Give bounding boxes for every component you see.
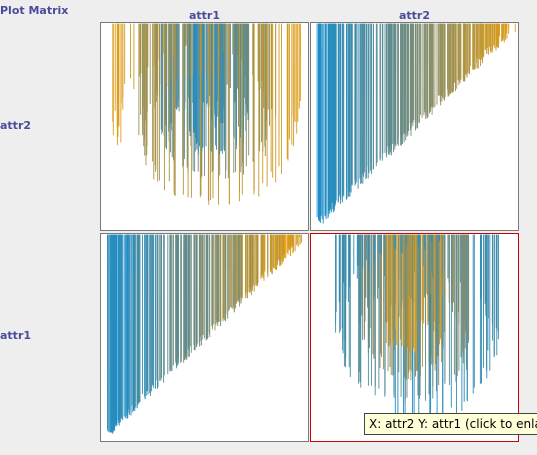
column-label-attr1: attr1 [188,9,221,22]
scatter-cell-attr1-vs-attr2[interactable] [100,22,309,231]
scatter-cell-attr2-vs-attr1-selected[interactable] [310,233,519,442]
row-label-attr1: attr1 [0,329,32,342]
scatter-cell-attr1-vs-attr1[interactable] [100,233,309,442]
scatter-plot-attr2-attr2 [316,23,516,224]
scatter-cell-attr2-vs-attr2[interactable] [310,22,519,231]
column-label-attr2: attr2 [398,9,431,22]
plot-tooltip: X: attr2 Y: attr1 (click to enla [364,413,537,435]
row-label-attr2: attr2 [0,119,32,132]
scatter-plot-attr1-attr2 [112,23,301,205]
scatter-plot-attr2-attr1 [335,234,499,429]
plot-matrix-title: Plot Matrix [0,4,69,17]
scatter-plot-attr1-attr1 [107,234,303,434]
